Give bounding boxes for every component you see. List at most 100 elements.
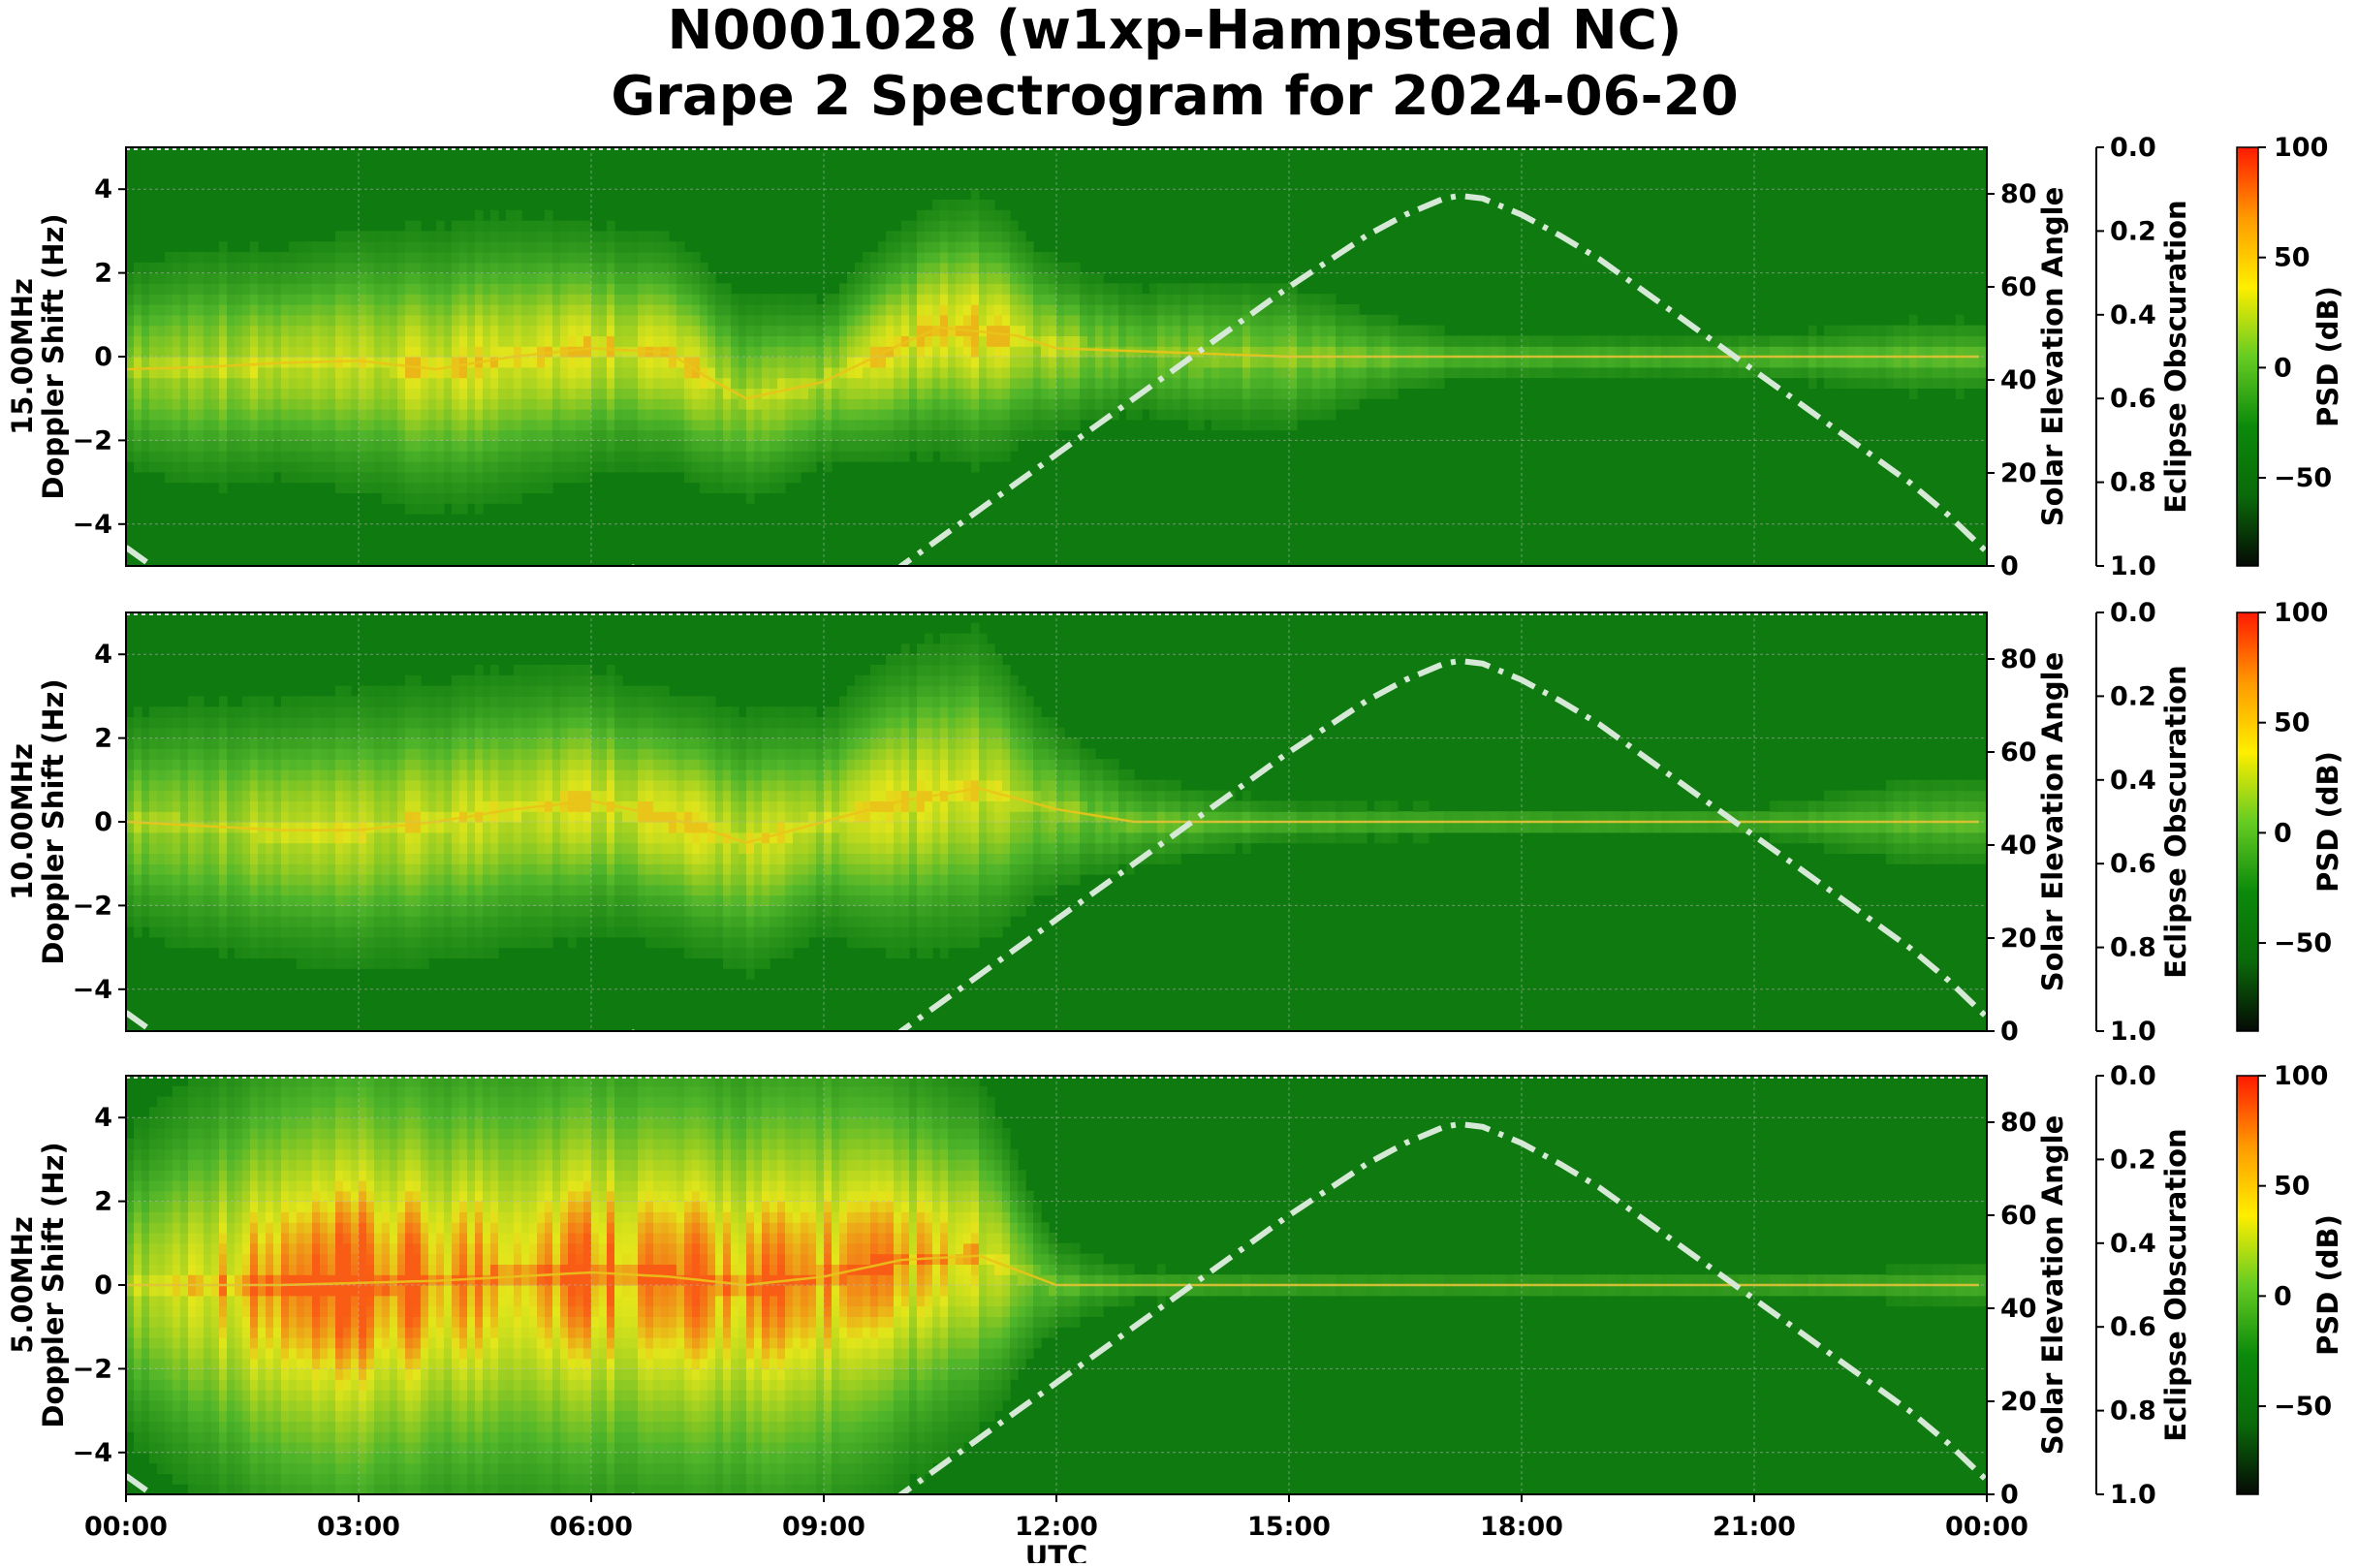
heatmap-cell [1250, 367, 1259, 378]
heatmap-cell [289, 791, 298, 801]
heatmap-cell [1025, 388, 1034, 398]
heatmap-cell [1622, 335, 1631, 346]
heatmap-cell [134, 863, 142, 874]
heatmap-cell [436, 800, 445, 811]
heatmap-cell [374, 738, 383, 749]
heatmap-cell [506, 451, 515, 461]
heatmap-cell [467, 492, 476, 503]
heatmap-cell [413, 706, 422, 717]
heatmap-cell [258, 843, 267, 854]
heatmap-cell [498, 843, 507, 854]
heatmap-cell [1971, 326, 1980, 336]
heatmap-cell [490, 905, 499, 916]
heatmap-cell [1235, 367, 1243, 378]
heatmap-cell [335, 326, 344, 336]
heatmap-cell [289, 853, 298, 863]
heatmap-cell [1832, 357, 1840, 367]
heatmap-cell [490, 294, 499, 304]
heatmap-cell [607, 420, 615, 430]
heatmap-cell [940, 357, 949, 367]
heatmap-cell [459, 738, 468, 749]
heatmap-cell [141, 811, 150, 822]
heatmap-cell [692, 263, 701, 273]
heatmap-cell [777, 409, 786, 420]
heatmap-cell [1041, 346, 1050, 357]
heatmap-cell [514, 326, 522, 336]
heatmap-cell [1677, 367, 1685, 378]
heatmap-cell [824, 357, 833, 367]
heatmap-cell [1095, 346, 1104, 357]
heatmap-cell [498, 315, 507, 326]
heatmap-cell [211, 461, 220, 472]
heatmap-cell [653, 367, 662, 378]
heatmap-cell [242, 304, 251, 315]
heatmap-cell [1436, 378, 1445, 389]
heatmap-cell [746, 367, 755, 378]
heatmap-cell [320, 874, 329, 885]
heatmap-cell [1025, 420, 1034, 430]
heatmap-cell [568, 398, 577, 409]
heatmap-cell [312, 409, 321, 420]
heatmap-cell [1002, 263, 1011, 273]
heatmap-cell [328, 706, 336, 717]
heatmap-cell [134, 335, 142, 346]
heatmap-cell [320, 335, 329, 346]
heatmap-cell [397, 926, 406, 937]
heatmap-cell [452, 398, 460, 409]
heatmap-cell [490, 800, 499, 811]
heatmap-cell [901, 304, 910, 315]
heatmap-cell [397, 791, 406, 801]
heatmap-cell [1305, 367, 1313, 378]
heatmap-cell [529, 461, 538, 472]
heatmap-cell [165, 905, 173, 916]
heatmap-cell [940, 430, 949, 441]
heatmap-cell [1173, 409, 1181, 420]
heatmap-cell [467, 675, 476, 686]
heatmap-cell [777, 346, 786, 357]
heatmap-cell [878, 430, 887, 441]
heatmap-cell [1242, 335, 1251, 346]
heatmap-cell [545, 409, 553, 420]
heatmap-cell [1421, 378, 1430, 389]
heatmap-cell [514, 895, 522, 906]
heatmap-cell [607, 357, 615, 367]
heatmap-cell [405, 283, 414, 294]
heatmap-cell [467, 430, 476, 441]
heatmap-cell [754, 440, 763, 451]
heatmap-cell [413, 926, 422, 937]
heatmap-cell [436, 335, 445, 346]
heatmap-cell [289, 937, 298, 948]
heatmap-cell [886, 398, 895, 409]
heatmap-cell [599, 420, 608, 430]
heatmap-cell [250, 811, 259, 822]
heatmap-cell [196, 728, 204, 738]
heatmap-cell [1087, 357, 1096, 367]
heatmap-cell [731, 304, 739, 315]
heatmap-cell [397, 326, 406, 336]
heatmap-cell [645, 409, 654, 420]
heatmap-cell [824, 398, 833, 409]
heatmap-cell [297, 843, 305, 854]
heatmap-cell [514, 283, 522, 294]
heatmap-cell [599, 273, 608, 284]
heatmap-cell [382, 780, 391, 791]
heatmap-cell [483, 853, 491, 863]
heatmap-cell [568, 231, 577, 241]
heatmap-cell [676, 241, 685, 252]
heatmap-cell [669, 326, 677, 336]
heatmap-cell [1429, 357, 1437, 367]
heatmap-cell [258, 937, 267, 948]
heatmap-cell [498, 874, 507, 885]
heatmap-cell [1273, 398, 1282, 409]
heatmap-cell [762, 398, 770, 409]
heatmap-cell [459, 706, 468, 717]
heatmap-cell [1351, 398, 1360, 409]
heatmap-cell [405, 843, 414, 854]
heatmap-cell [498, 696, 507, 706]
heatmap-cell [971, 189, 980, 200]
heatmap-cell [506, 937, 515, 948]
heatmap-cell [204, 728, 212, 738]
heatmap-cell [382, 367, 391, 378]
heatmap-cell [754, 398, 763, 409]
heatmap-cell [467, 769, 476, 780]
